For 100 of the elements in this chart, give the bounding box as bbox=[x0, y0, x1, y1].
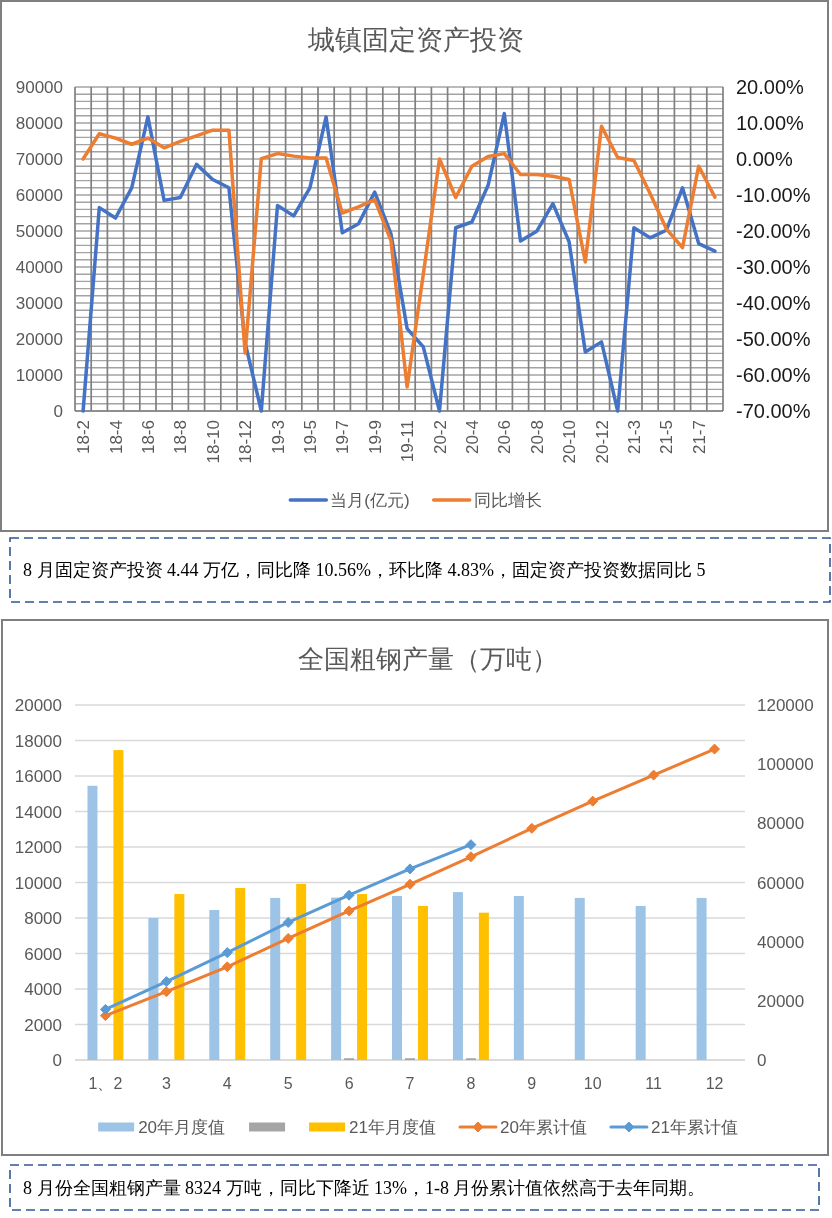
legend-label: 同比增长 bbox=[473, 491, 542, 511]
x-tick-label: 3 bbox=[161, 1075, 171, 1092]
y-tick-label: 2000 bbox=[24, 1015, 62, 1035]
x-tick-label: 19-7 bbox=[333, 420, 353, 455]
bar bbox=[574, 897, 585, 1060]
x-tick-label: 21-7 bbox=[689, 420, 709, 455]
bar bbox=[148, 918, 159, 1060]
bar bbox=[235, 888, 246, 1060]
x-tick-label: 20-10 bbox=[560, 420, 580, 464]
y-tick-label: 0 bbox=[52, 1051, 62, 1071]
y-tick-label: 50000 bbox=[15, 222, 63, 242]
x-tick-label: 21-5 bbox=[657, 420, 677, 455]
x-tick-label: 6 bbox=[344, 1075, 354, 1092]
y-tick-label: 14000 bbox=[14, 802, 62, 822]
point bbox=[282, 916, 294, 928]
y2-tick-label: 20.00% bbox=[736, 76, 805, 99]
point bbox=[465, 851, 477, 863]
bar bbox=[417, 905, 428, 1060]
y-tick-label: 0 bbox=[53, 402, 63, 422]
x-tick-label: 19-9 bbox=[365, 420, 385, 455]
y2-tick-label: 0 bbox=[757, 1051, 767, 1071]
point bbox=[526, 822, 538, 834]
text: 8 月固定资产投资 4.44 万亿，同比降 10.56%，环比降 4.83%，固定资产投资数据同比 5 bbox=[23, 560, 706, 581]
point bbox=[221, 947, 233, 959]
y-tick-label: 16000 bbox=[14, 767, 62, 787]
y2-tick-label: 100000 bbox=[757, 755, 814, 775]
x-tick-label: 20-12 bbox=[592, 420, 612, 464]
bar bbox=[296, 883, 307, 1060]
point bbox=[221, 961, 233, 973]
y2-tick-label: 80000 bbox=[757, 814, 805, 834]
y2-tick-label: -60.00% bbox=[736, 364, 811, 387]
point bbox=[343, 889, 355, 901]
legend-label: 21年累计值 bbox=[650, 1118, 738, 1138]
y-tick-label: 60000 bbox=[15, 186, 63, 206]
y-tick-label: 70000 bbox=[15, 150, 63, 170]
bar bbox=[87, 785, 98, 1060]
text: 8 月份全国粗钢产量 8324 万吨，同比下降近 13%，1-8 月份累计值依然高于去年同期。 bbox=[23, 1177, 706, 1198]
y-tick-label: 12000 bbox=[14, 838, 62, 858]
bar bbox=[113, 750, 124, 1060]
y-tick-label: 18000 bbox=[14, 731, 62, 751]
bar bbox=[513, 895, 524, 1060]
x-tick-label: 20-6 bbox=[495, 420, 515, 455]
point bbox=[648, 769, 660, 781]
x-tick-label: 18-6 bbox=[139, 420, 159, 455]
x-tick-label: 7 bbox=[405, 1075, 415, 1092]
y-tick-label: 40000 bbox=[15, 258, 63, 278]
x-tick-label: 10 bbox=[583, 1075, 602, 1092]
y2-tick-label: -50.00% bbox=[736, 328, 811, 351]
point bbox=[343, 905, 355, 917]
x-tick-label: 20-4 bbox=[463, 420, 483, 455]
x-tick-label: 21-3 bbox=[625, 420, 645, 455]
legend-label: 当月(亿元) bbox=[330, 491, 410, 511]
y2-tick-label: 60000 bbox=[757, 873, 805, 893]
chart-title: 城镇固定资产投资 bbox=[307, 25, 524, 55]
x-tick-label: 11 bbox=[645, 1075, 663, 1092]
bar bbox=[635, 905, 646, 1060]
point bbox=[99, 1003, 111, 1015]
y2-tick-label: -20.00% bbox=[736, 220, 811, 243]
legend-label: 20年累计值 bbox=[500, 1118, 587, 1138]
point bbox=[282, 932, 294, 944]
chart-title: 全国粗钢产量（万吨） bbox=[298, 644, 558, 674]
x-tick-label: 20-8 bbox=[527, 420, 547, 455]
point bbox=[160, 986, 172, 998]
bar bbox=[696, 897, 707, 1060]
y-tick-label: 90000 bbox=[15, 78, 63, 98]
y2-tick-label: 120000 bbox=[757, 696, 814, 716]
x-tick-label: 19-11 bbox=[398, 420, 418, 463]
y2-tick-label: 0.00% bbox=[736, 148, 793, 171]
point bbox=[709, 743, 721, 755]
y2-tick-label: -40.00% bbox=[736, 292, 811, 315]
bar bbox=[452, 892, 463, 1060]
y-tick-label: 20000 bbox=[15, 330, 63, 350]
x-tick-label: 1、2 bbox=[88, 1075, 123, 1092]
y-tick-label: 4000 bbox=[24, 980, 62, 1000]
bar bbox=[331, 897, 342, 1060]
y-tick-label: 8000 bbox=[24, 909, 62, 929]
legend-label: 21年月度值 bbox=[349, 1118, 436, 1138]
bar bbox=[392, 895, 403, 1060]
x-tick-label: 19-3 bbox=[268, 420, 288, 455]
x-tick-label: 5 bbox=[283, 1075, 293, 1092]
legend-label: 20年月度值 bbox=[138, 1118, 226, 1138]
x-tick-label: 18-4 bbox=[106, 420, 126, 455]
bar bbox=[270, 897, 281, 1060]
x-tick-label: 9 bbox=[527, 1075, 537, 1092]
point bbox=[404, 878, 416, 890]
y2-tick-label: -30.00% bbox=[736, 256, 811, 279]
y-tick-label: 80000 bbox=[15, 114, 63, 134]
bar bbox=[478, 912, 489, 1060]
y-tick-label: 30000 bbox=[15, 294, 63, 314]
x-tick-label: 12 bbox=[705, 1075, 724, 1092]
y2-tick-label: 20000 bbox=[757, 991, 805, 1011]
bar bbox=[209, 910, 220, 1060]
x-tick-label: 20-2 bbox=[430, 420, 450, 455]
y-tick-label: 6000 bbox=[24, 944, 62, 964]
point bbox=[465, 839, 477, 851]
y-tick-label: 10000 bbox=[15, 366, 63, 386]
x-tick-label: 8 bbox=[466, 1075, 476, 1092]
y2-tick-label: -10.00% bbox=[736, 184, 811, 207]
x-tick-label: 18-2 bbox=[74, 420, 94, 455]
y2-tick-label: 10.00% bbox=[736, 112, 805, 135]
